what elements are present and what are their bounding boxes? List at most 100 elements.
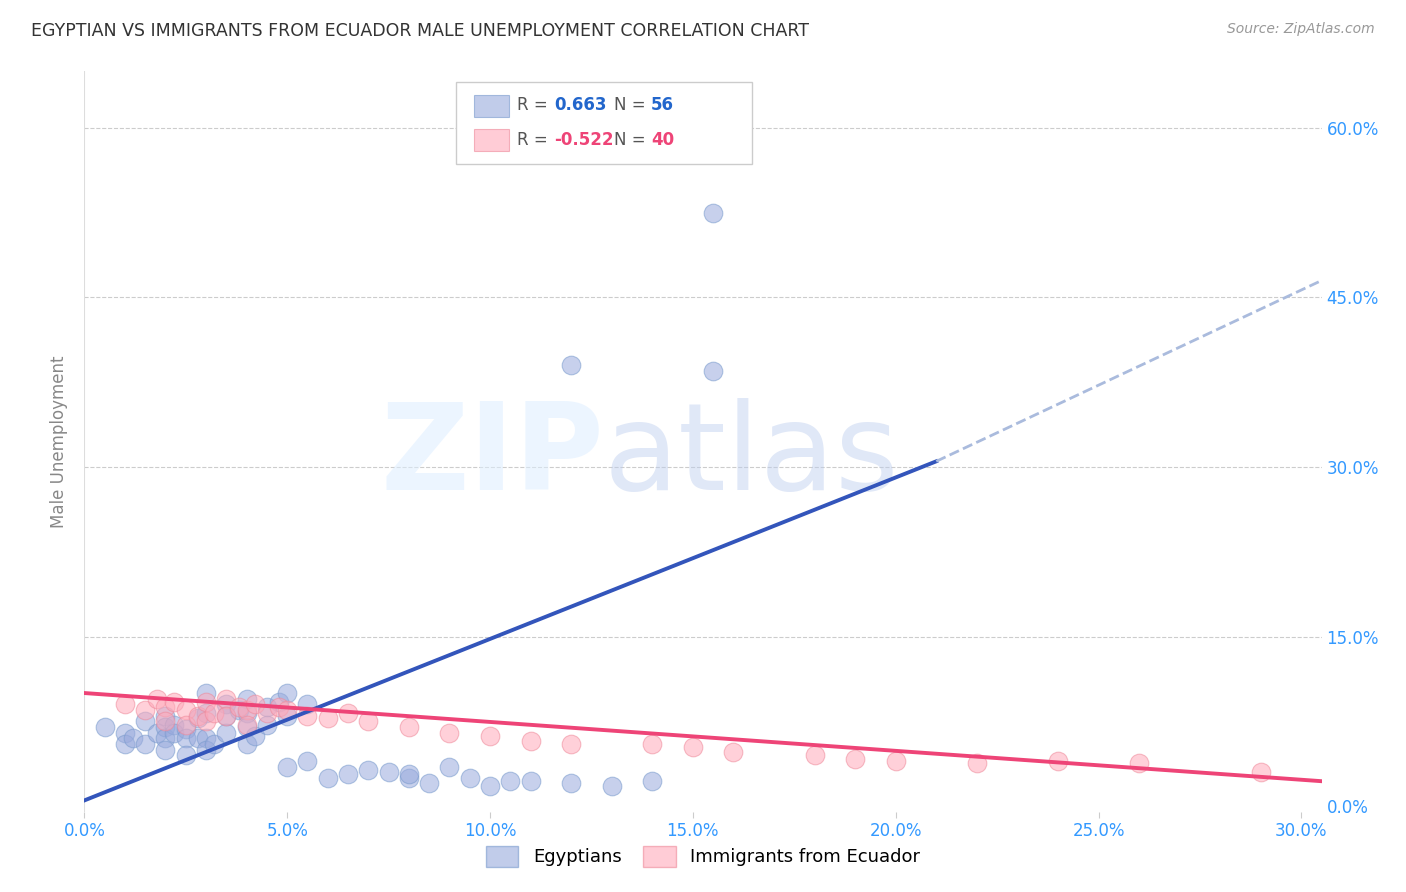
Text: R =: R = (517, 95, 554, 113)
Point (195, 714, 218, 729)
Point (146, 691, 169, 706)
Point (418, 776, 440, 790)
Bar (474, 129, 509, 152)
Point (276, 703, 298, 717)
Point (174, 717, 197, 731)
Point (1046, 754, 1069, 768)
Point (267, 695, 290, 709)
Point (297, 754, 319, 768)
Point (702, 364, 724, 378)
Point (398, 720, 420, 734)
Point (155, 742, 177, 756)
Point (1128, 756, 1150, 771)
Point (243, 698, 266, 712)
Legend: Egyptians, Immigrants from Ecuador: Egyptians, Immigrants from Ecuador (478, 838, 928, 874)
Point (134, 714, 156, 729)
Point (228, 703, 250, 717)
Point (560, 776, 582, 790)
Y-axis label: Male Unemployment: Male Unemployment (51, 355, 69, 528)
Point (458, 771, 481, 785)
Point (499, 774, 522, 789)
Point (155, 720, 177, 734)
Point (641, 737, 664, 751)
Point (297, 708, 319, 723)
Point (519, 733, 541, 747)
Point (243, 729, 266, 743)
Point (357, 763, 380, 777)
Point (235, 717, 257, 731)
Point (337, 767, 360, 781)
Text: Source: ZipAtlas.com: Source: ZipAtlas.com (1227, 22, 1375, 37)
Point (702, 205, 724, 219)
Point (560, 737, 582, 751)
Point (195, 742, 218, 756)
Bar (474, 95, 509, 117)
Point (228, 699, 250, 714)
Point (195, 731, 218, 746)
Point (187, 731, 209, 746)
Point (195, 706, 218, 721)
Point (215, 725, 238, 739)
Point (256, 717, 278, 731)
Point (844, 751, 866, 765)
Point (134, 703, 156, 717)
Point (162, 695, 184, 709)
Text: N =: N = (614, 95, 651, 113)
Point (297, 698, 319, 712)
Text: atlas: atlas (605, 398, 900, 515)
Point (479, 779, 502, 793)
Point (215, 708, 238, 723)
Point (641, 774, 664, 789)
Point (122, 731, 145, 746)
Point (202, 706, 225, 721)
Point (134, 737, 156, 751)
Text: ZIP: ZIP (380, 398, 605, 515)
Point (114, 737, 136, 751)
Point (316, 771, 339, 785)
Point (162, 725, 184, 739)
Point (155, 714, 177, 729)
Text: 40: 40 (651, 131, 673, 149)
Text: -0.522: -0.522 (554, 131, 614, 149)
Point (114, 698, 136, 712)
Point (174, 722, 197, 736)
Point (276, 686, 298, 700)
Point (256, 699, 278, 714)
Point (174, 748, 197, 763)
Point (357, 714, 380, 729)
Point (155, 699, 177, 714)
Point (174, 703, 197, 717)
Point (187, 708, 209, 723)
Point (966, 756, 988, 771)
Point (162, 717, 184, 731)
Point (235, 737, 257, 751)
Point (803, 748, 825, 763)
Point (560, 358, 582, 372)
Point (276, 708, 298, 723)
Point (235, 691, 257, 706)
Point (155, 731, 177, 746)
Point (479, 729, 502, 743)
Text: EGYPTIAN VS IMMIGRANTS FROM ECUADOR MALE UNEMPLOYMENT CORRELATION CHART: EGYPTIAN VS IMMIGRANTS FROM ECUADOR MALE… (31, 22, 808, 40)
Text: R =: R = (517, 131, 554, 149)
Point (1250, 765, 1272, 780)
Point (215, 691, 238, 706)
Point (235, 706, 257, 721)
Point (187, 711, 209, 725)
Point (93, 720, 115, 734)
Point (276, 759, 298, 773)
FancyBboxPatch shape (456, 82, 752, 164)
Point (215, 698, 238, 712)
Point (439, 725, 461, 739)
Point (316, 711, 339, 725)
Point (682, 740, 704, 755)
Point (114, 725, 136, 739)
Point (600, 779, 623, 793)
Point (215, 708, 238, 723)
Point (256, 706, 278, 721)
Text: 0.663: 0.663 (554, 95, 607, 113)
Point (195, 686, 218, 700)
Point (884, 754, 907, 768)
Point (398, 767, 420, 781)
Point (398, 771, 420, 785)
